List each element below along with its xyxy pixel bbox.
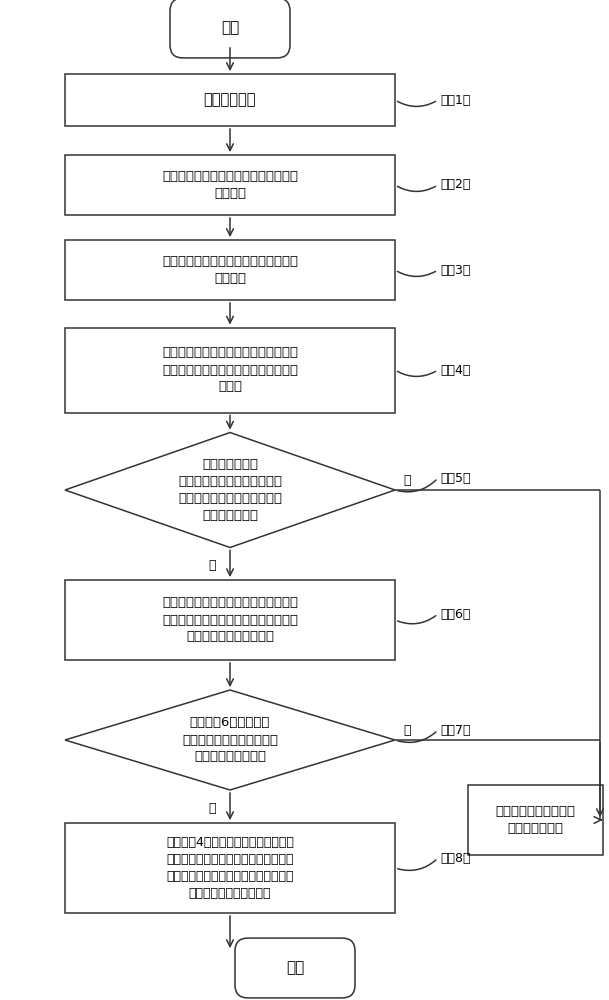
Bar (65, 580, 395, 660)
Text: 步骤2）: 步骤2） (440, 178, 470, 192)
Text: 是: 是 (403, 724, 410, 736)
Text: 否: 否 (208, 802, 216, 814)
Bar (65, 155, 395, 215)
Text: 导入分次图像: 导入分次图像 (204, 93, 256, 107)
Text: 步骤1）: 步骤1） (440, 94, 470, 106)
Text: 根据原始放疗计划中的参数，基于分次
引导图像和此分次勾画轮廓重新计算剂
量分布和剂量体积直方图: 根据原始放疗计划中的参数，基于分次 引导图像和此分次勾画轮廓重新计算剂 量分布和… (162, 596, 298, 644)
Polygon shape (65, 432, 395, 548)
Text: 结束: 结束 (286, 960, 304, 976)
FancyBboxPatch shape (235, 938, 355, 998)
Bar (468, 785, 602, 855)
Text: 步骤5）: 步骤5） (440, 472, 471, 485)
Text: 保存原始放疗计划作为
此分次放疗计划: 保存原始放疗计划作为 此分次放疗计划 (495, 805, 575, 835)
Text: 步骤3）: 步骤3） (440, 263, 470, 276)
Text: 基于步骤4）生成的此分次勾画轮廓，
结合临床要求，进行病人放疗计划的快
速在线修改，生成此分次放疗计划并进
行自动放疗计划质量保证: 基于步骤4）生成的此分次勾画轮廓， 结合临床要求，进行病人放疗计划的快 速在线修… (166, 836, 294, 900)
Text: 否: 否 (403, 474, 410, 487)
Bar (65, 823, 395, 913)
Text: 是: 是 (208, 559, 216, 572)
Bar (65, 74, 395, 126)
Text: 开始: 开始 (221, 20, 239, 35)
Text: 分次引导图像与原始放疗计划中的图像
形变配准: 分次引导图像与原始放疗计划中的图像 形变配准 (162, 255, 298, 285)
Text: 判断步骤6）得到的剂
量分布和剂量体积直方图是
否符合原始处方约束: 判断步骤6）得到的剂 量分布和剂量体积直方图是 否符合原始处方约束 (182, 716, 278, 764)
Text: 根据分次引导图
像和原始放疗计划中的图像，
判断病人的解剖结构的变化是
否超过变化阈值: 根据分次引导图 像和原始放疗计划中的图像， 判断病人的解剖结构的变化是 否超过变… (178, 458, 282, 522)
Text: 步骤6）: 步骤6） (440, 607, 470, 620)
Bar (65, 328, 395, 412)
Text: 生成并调整靶区及危及器官的此分次勾
画轮廓，使其同分次引导图像的解剖结
构一致: 生成并调整靶区及危及器官的此分次勾 画轮廓，使其同分次引导图像的解剖结 构一致 (162, 347, 298, 393)
Text: 步骤4）: 步骤4） (440, 363, 470, 376)
FancyBboxPatch shape (170, 0, 290, 58)
Text: 分次引导图像与原始放疗计划中的图像
刚性配准: 分次引导图像与原始放疗计划中的图像 刚性配准 (162, 170, 298, 200)
Bar (65, 240, 395, 300)
Text: 步骤7）: 步骤7） (440, 724, 471, 736)
Polygon shape (65, 690, 395, 790)
Text: 步骤8）: 步骤8） (440, 852, 471, 864)
